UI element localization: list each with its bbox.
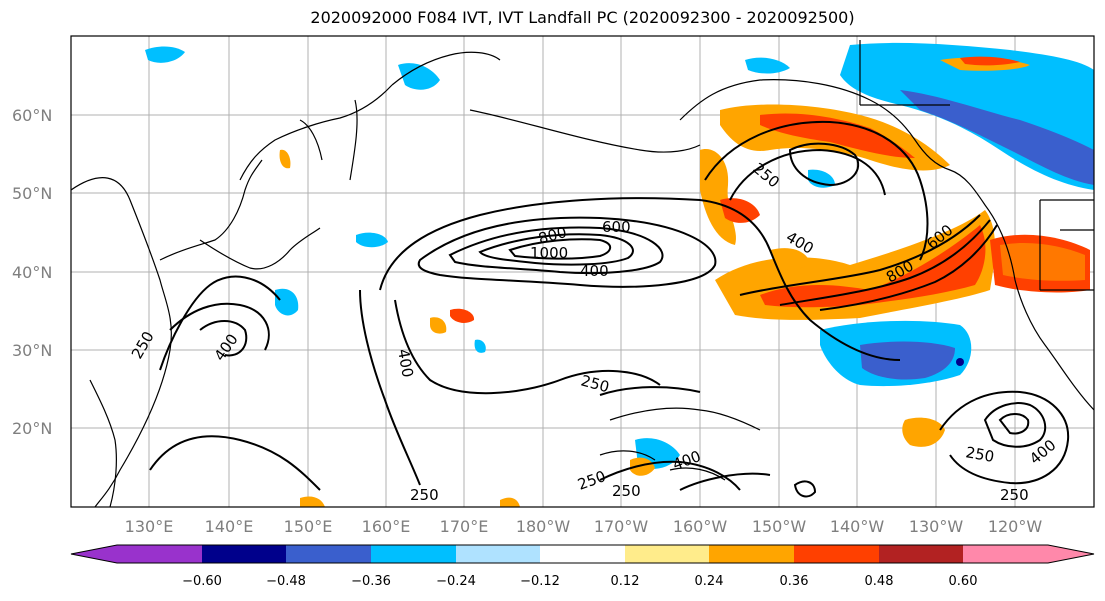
lat-label: 40°N [12,263,52,282]
colorbar: −0.60 −0.48 −0.36 −0.24 −0.12 0.12 0.24 … [70,544,1095,589]
lat-labels: 60°N 50°N 40°N 30°N 20°N [12,106,52,438]
lon-label: 150°E [284,517,333,536]
coastlines [71,40,1094,507]
colorbar-tick: −0.12 [520,574,560,589]
lon-label: 120°W [988,517,1043,536]
map-title: 2020092000 F084 IVT, IVT Landfall PC (20… [310,8,855,27]
colorbar-tick: −0.48 [266,574,306,589]
colorbar-segment [625,545,709,563]
colorbar-tick: 0.48 [865,574,894,589]
colorbar-segment [117,545,202,563]
lat-label: 50°N [12,184,52,203]
lat-label: 30°N [12,341,52,360]
colorbar-segment [286,545,371,563]
colorbar-tick: −0.60 [182,574,222,589]
contour-label: 250 [964,443,995,466]
contour-label: 600 [602,218,631,236]
colorbar-segment [371,545,456,563]
colorbar-tick: 0.12 [611,574,640,589]
colorbar-segment [963,545,1048,563]
lon-labels: 130°E 140°E 150°E 160°E 170°E 180°W 170°… [125,517,1043,536]
lon-label: 130°W [909,517,964,536]
colorbar-segment [540,545,625,563]
contour-label: 400 [580,262,609,280]
lat-label: 60°N [12,106,52,125]
contour-label: 1000 [530,244,568,262]
colorbar-segment [709,545,794,563]
colorbar-segment [202,545,286,563]
lat-label: 20°N [12,419,52,438]
contour-label: 400 [394,348,417,379]
lon-label: 140°E [205,517,254,536]
lon-label: 170°W [594,517,649,536]
lon-label: 150°W [752,517,807,536]
map-border [70,35,1095,508]
colorbar-segment [794,545,879,563]
colorbar-tick: 0.24 [695,574,724,589]
colorbar-tick: −0.24 [436,574,476,589]
lon-label: 170°E [440,517,489,536]
colorbar-segment [879,545,963,563]
lon-label: 160°E [362,517,411,536]
contour-label: 250 [410,486,439,504]
ivt-contours [149,120,1070,498]
colorbar-outline [70,544,1095,564]
colorbar-tick: 0.36 [780,574,809,589]
lon-label: 130°E [125,517,174,536]
contour-label: 250 [612,482,641,500]
colorbar-segment [456,545,540,563]
lon-label: 160°W [673,517,728,536]
colorbar-tick: −0.36 [351,574,391,589]
lon-label: 180°W [516,517,571,536]
colorbar-segment [71,545,117,563]
contour-label: 250 [1000,486,1029,504]
lon-label: 140°W [830,517,885,536]
colorbar-segment [1048,545,1094,563]
colorbar-tick: 0.60 [949,574,978,589]
